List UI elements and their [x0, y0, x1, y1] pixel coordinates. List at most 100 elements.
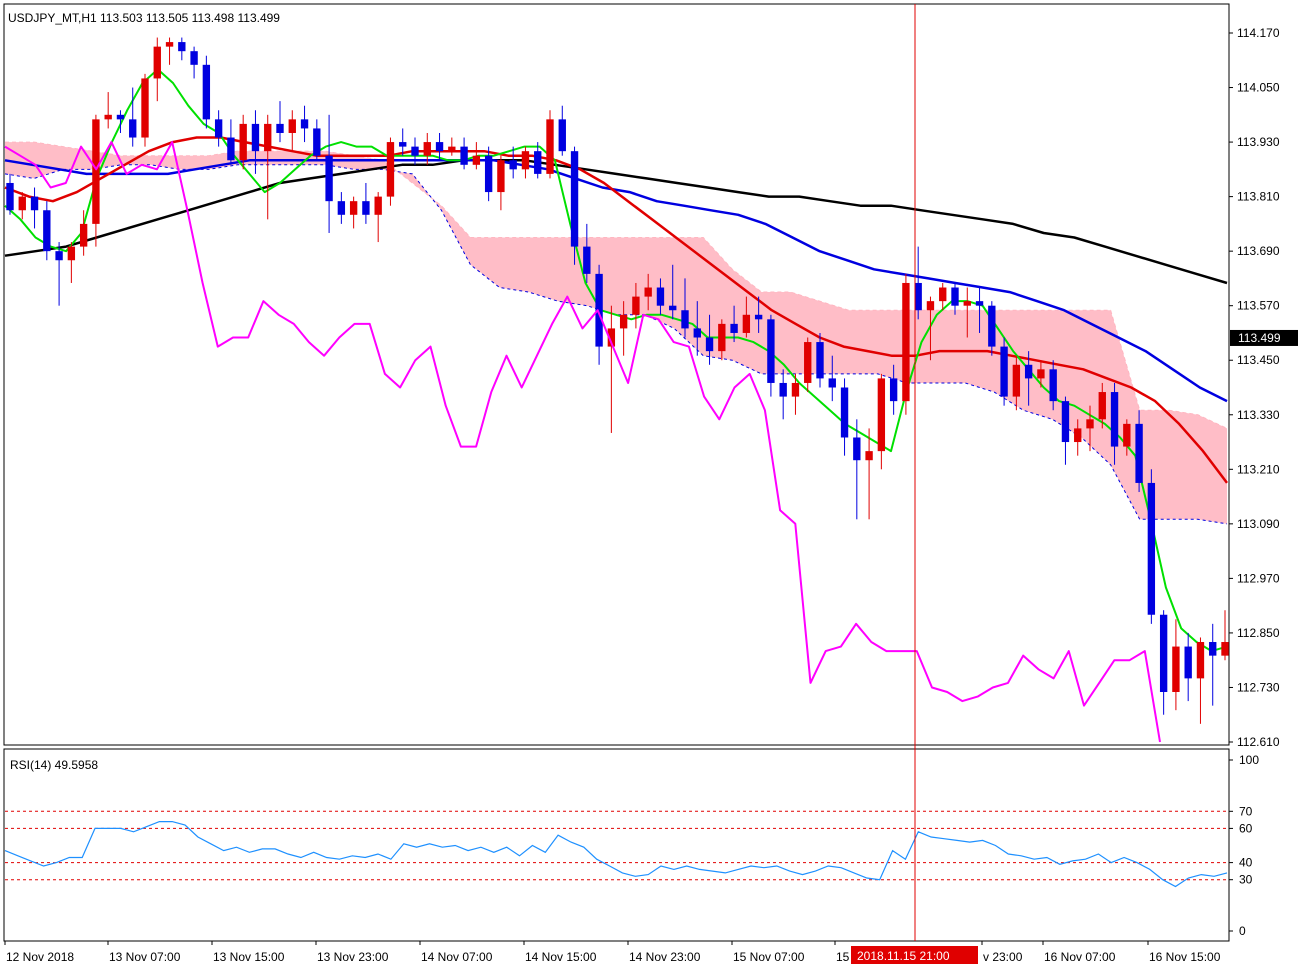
candle-27	[337, 192, 346, 224]
price-tick-label-1: 114.050	[1237, 81, 1280, 95]
candle-body-0	[6, 182, 14, 211]
candle-body-98	[1209, 642, 1217, 656]
candle-35	[435, 132, 444, 161]
candle-body-48	[595, 273, 603, 347]
candle-body-94	[1159, 614, 1168, 693]
candle-body-31	[386, 142, 395, 197]
candle-92	[1135, 410, 1143, 493]
candle-5	[67, 242, 76, 283]
candle-body-81	[1000, 346, 1008, 397]
price-tick-label-5: 113.570	[1237, 299, 1280, 313]
time-tick-label-5: 14 Nov 15:00	[525, 950, 597, 964]
candle-body-95	[1172, 646, 1180, 693]
candle-84	[1037, 360, 1045, 388]
time-tick-label-8: 15	[836, 950, 850, 964]
candle-68	[840, 378, 849, 456]
rsi-tick-label-5: 0	[1239, 924, 1246, 938]
candle-7	[92, 114, 100, 247]
time-tick-label-3: 13 Nov 23:00	[317, 950, 389, 964]
candle-57	[705, 314, 714, 365]
candle-77	[951, 282, 959, 315]
candle-38	[472, 142, 481, 170]
rsi-tick-label-2: 60	[1239, 821, 1253, 835]
current-price-box	[1230, 329, 1298, 346]
candle-30	[374, 192, 382, 243]
candle-32	[399, 128, 407, 156]
candle-52	[644, 273, 652, 311]
candle-body-53	[656, 287, 665, 306]
candle-69	[853, 419, 861, 520]
candle-body-30	[374, 196, 382, 215]
candle-body-1	[18, 196, 26, 211]
candle-95	[1172, 619, 1180, 711]
candle-46	[570, 146, 579, 265]
candle-93	[1147, 469, 1156, 624]
rsi-panel: RSI(14) 49.5958 100 70 60 40 30 0	[3, 748, 1259, 942]
chart-title: USDJPY_MT,H1 113.503 113.505 113.498 113…	[8, 11, 280, 25]
candle-55	[681, 278, 689, 338]
candle-body-87	[1074, 428, 1082, 443]
time-tick-label-9: v 23:00	[983, 950, 1023, 964]
candle-body-47	[583, 246, 591, 274]
candle-3	[43, 201, 51, 261]
candle-19	[239, 114, 247, 170]
candle-71	[877, 373, 886, 470]
rsi-axis: 100 70 60 40 30 0	[1229, 753, 1259, 938]
candle-body-59	[730, 323, 738, 333]
candle-body-77	[951, 287, 959, 306]
candle-body-7	[92, 119, 100, 224]
candle-50	[619, 301, 628, 356]
candle-body-90	[1110, 392, 1119, 447]
candle-body-58	[718, 323, 726, 352]
candle-6	[79, 210, 88, 256]
candle-85	[1049, 360, 1057, 411]
candle-47	[583, 223, 591, 283]
candle-31	[386, 137, 395, 206]
candle-body-20	[251, 123, 260, 152]
candle-61	[754, 296, 763, 333]
candle-body-88	[1086, 419, 1094, 429]
candle-body-60	[742, 314, 751, 333]
candle-body-23	[288, 119, 296, 133]
time-tick-label-2: 13 Nov 15:00	[213, 950, 285, 964]
candle-body-43	[534, 151, 542, 174]
mid-ma-line	[4, 136, 1228, 484]
candle-body-84	[1037, 369, 1045, 379]
candle-18	[227, 119, 235, 165]
candle-body-22	[276, 123, 284, 133]
candle-body-70	[865, 451, 873, 461]
candle-0	[6, 173, 14, 215]
candle-88	[1086, 405, 1094, 452]
candle-14	[178, 37, 186, 61]
candle-96	[1184, 632, 1192, 702]
candle-body-93	[1147, 482, 1156, 615]
candle-body-75	[926, 301, 935, 311]
price-tick-label-13: 112.610	[1237, 735, 1280, 749]
time-tick-label-0: 12 Nov 2018	[6, 950, 74, 964]
candle-body-51	[632, 296, 640, 315]
candle-73	[902, 273, 910, 415]
candle-41	[509, 146, 517, 179]
candle-body-35	[435, 142, 444, 152]
candle-53	[656, 278, 665, 315]
price-tick-label-0: 114.170	[1237, 26, 1280, 40]
rsi-line-layer	[4, 820, 1228, 888]
crosshair-time-marker: 2018.11.15 21:00	[851, 946, 978, 964]
price-tick-label-11: 112.850	[1237, 626, 1280, 640]
candle-body-11	[141, 78, 149, 138]
time-tick-label-1: 13 Nov 07:00	[109, 950, 181, 964]
candle-body-17	[214, 119, 223, 138]
candle-13	[165, 37, 174, 65]
candle-body-61	[754, 314, 763, 320]
price-tick-label-8: 113.210	[1237, 462, 1280, 476]
rsi-title: RSI(14) 49.5958	[10, 758, 98, 772]
candle-body-78	[963, 301, 971, 306]
candle-body-72	[889, 378, 898, 402]
candle-22	[276, 101, 284, 143]
candle-78	[963, 287, 971, 338]
candle-body-40	[497, 160, 505, 193]
candle-body-12	[153, 46, 161, 79]
time-axis: 12 Nov 2018 13 Nov 07:00 13 Nov 15:00 13 No…	[4, 941, 1221, 964]
candle-body-76	[939, 287, 947, 302]
